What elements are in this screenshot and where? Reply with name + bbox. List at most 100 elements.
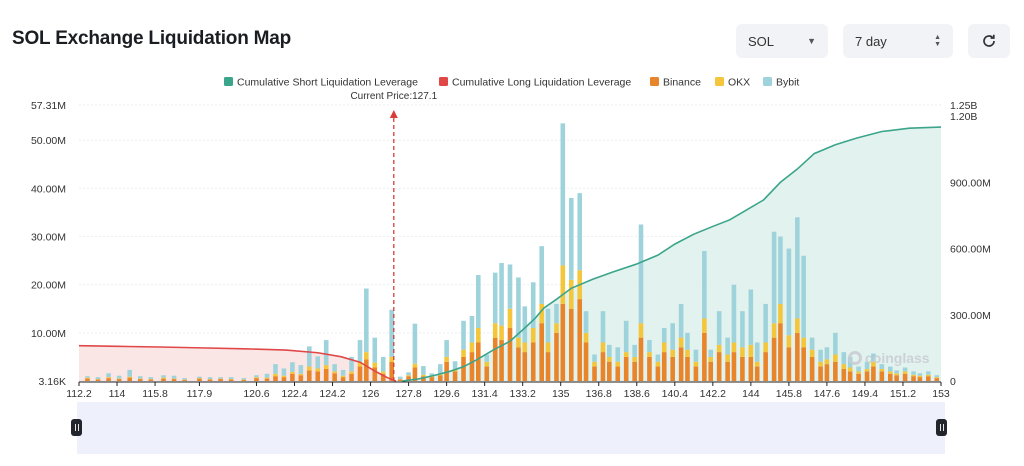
- y-right-tick-label: 1.20B: [950, 111, 977, 123]
- bar-bybit: [606, 344, 612, 357]
- bar-okx: [560, 265, 566, 304]
- bar-binance: [332, 373, 337, 381]
- bar-bybit: [290, 362, 295, 372]
- bar-okx: [568, 279, 574, 309]
- bar-binance: [461, 356, 466, 381]
- legend-swatch-bybit: [763, 77, 772, 86]
- bar-binance: [106, 378, 111, 381]
- bar-okx: [290, 371, 295, 374]
- liquidation-chart: 3.16K 10.00M 20.00M 30.00M 40.00M 50.00M 57.31…: [31, 77, 991, 401]
- bar-bybit: [655, 354, 661, 362]
- bar-bybit: [600, 311, 606, 343]
- bar-okx: [647, 352, 652, 357]
- bar-bybit: [670, 323, 675, 350]
- bar-okx: [661, 342, 667, 353]
- bar-bybit: [406, 372, 411, 376]
- bar-binance: [864, 371, 870, 381]
- bar-okx: [254, 377, 259, 379]
- x-tick-label: 114: [109, 388, 126, 400]
- bar-binance: [716, 352, 722, 381]
- bar-binance: [568, 308, 574, 381]
- bar-binance: [315, 371, 321, 381]
- bar-bybit: [693, 349, 699, 362]
- x-tick-label: 136.8: [586, 388, 612, 400]
- slider-handle-right[interactable]: [936, 419, 947, 436]
- bar-okx: [740, 347, 745, 357]
- bar-bybit: [685, 332, 690, 350]
- bar-binance: [879, 371, 885, 381]
- refresh-button[interactable]: [968, 24, 1010, 58]
- bar-binance: [340, 377, 346, 381]
- watermark: coinglass: [848, 350, 930, 366]
- bar-binance: [655, 366, 661, 381]
- bar-bybit: [469, 315, 475, 343]
- y-left-tick-label: 3.16K: [39, 376, 66, 388]
- bar-bybit: [801, 255, 806, 338]
- bar-binance: [856, 373, 861, 381]
- bar-bybit: [716, 311, 722, 345]
- bar-binance: [137, 379, 143, 381]
- bar-binance: [412, 367, 418, 381]
- bar-okx: [871, 361, 876, 367]
- bar-bybit: [824, 347, 830, 360]
- bar-binance: [818, 366, 823, 381]
- y-left-tick-label: 40.00M: [31, 183, 66, 195]
- bar-okx: [516, 337, 521, 348]
- bar-okx: [273, 373, 278, 377]
- bar-bybit: [841, 352, 847, 365]
- short-cumulative-line: [402, 126, 942, 382]
- range-slider[interactable]: [77, 402, 945, 454]
- bar-okx: [716, 344, 722, 353]
- bar-binance: [560, 303, 566, 381]
- bar-binance: [406, 376, 411, 381]
- range-select[interactable]: 7 day ▲ ▼: [843, 24, 953, 58]
- x-tick-label: 145.8: [776, 388, 802, 400]
- bar-binance: [323, 368, 329, 381]
- bar-okx: [693, 361, 699, 367]
- bar-bybit: [137, 376, 143, 379]
- bar-binance: [887, 373, 893, 381]
- bar-okx: [801, 337, 806, 348]
- bar-binance: [725, 361, 730, 381]
- range-select-value: 7 day: [855, 33, 887, 49]
- legend-swatch-binance: [650, 77, 659, 86]
- bar-binance: [670, 356, 675, 381]
- long-cumulative-line: [78, 344, 397, 382]
- bar-binance: [795, 332, 800, 381]
- bar-okx: [499, 325, 504, 341]
- bar-bybit: [731, 284, 737, 343]
- bar-okx: [421, 374, 426, 377]
- bar-binance: [290, 373, 295, 381]
- bar-bybit: [917, 373, 923, 376]
- bar-bybit: [522, 306, 528, 343]
- legend-label: Cumulative Short Liquidation Leverage: [237, 77, 418, 89]
- bar-okx: [412, 363, 418, 368]
- bar-bybit: [934, 375, 940, 378]
- bar-bybit: [499, 263, 504, 326]
- bar-okx: [926, 374, 931, 377]
- updown-icon: ▲ ▼: [934, 34, 941, 48]
- slider-handle-left[interactable]: [71, 419, 82, 436]
- bar-okx: [763, 342, 768, 353]
- bar-bybit: [364, 288, 369, 353]
- bar-okx: [406, 375, 411, 377]
- bar-bybit: [273, 364, 278, 374]
- coin-select[interactable]: SOL ▼: [736, 24, 828, 58]
- bar-bybit: [182, 378, 187, 380]
- bar-bybit: [592, 354, 597, 362]
- bar-binance: [731, 352, 737, 381]
- bar-binance: [847, 371, 853, 381]
- bar-binance: [281, 377, 287, 381]
- bar-binance: [693, 366, 699, 381]
- bar-okx: [340, 375, 346, 378]
- bar-okx: [934, 377, 940, 379]
- bar-binance: [592, 366, 597, 381]
- bar-bybit: [389, 309, 394, 357]
- bar-binance: [228, 379, 234, 381]
- bar-okx: [623, 352, 629, 357]
- coin-select-value: SOL: [748, 33, 775, 49]
- bar-bybit: [545, 308, 551, 343]
- legend-label: Bybit: [776, 77, 799, 89]
- bar-bybit: [254, 375, 259, 378]
- bar-okx: [554, 323, 559, 333]
